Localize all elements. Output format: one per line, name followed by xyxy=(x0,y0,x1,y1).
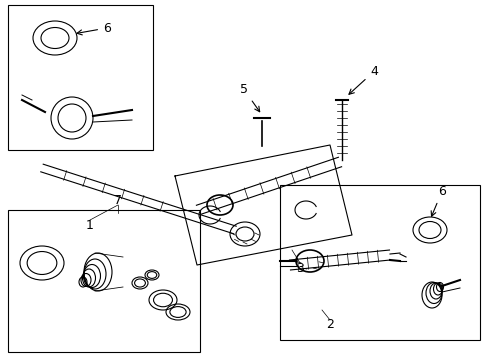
Text: 6: 6 xyxy=(77,22,111,35)
Bar xyxy=(8,210,200,352)
Text: 6: 6 xyxy=(430,185,445,216)
Text: 7: 7 xyxy=(114,194,122,207)
Text: 4: 4 xyxy=(348,65,377,94)
Text: 1: 1 xyxy=(86,219,94,231)
Text: 3: 3 xyxy=(295,261,304,274)
Text: 5: 5 xyxy=(240,83,259,112)
Bar xyxy=(280,185,479,340)
Bar xyxy=(8,5,153,150)
Text: 2: 2 xyxy=(325,319,333,332)
